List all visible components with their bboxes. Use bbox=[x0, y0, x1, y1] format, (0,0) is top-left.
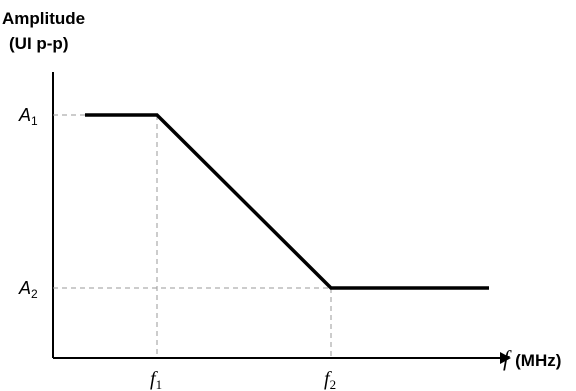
x-axis-title-symbol: f bbox=[503, 346, 512, 371]
y-tick-a1-sub: 1 bbox=[31, 114, 38, 128]
y-tick-label-a1: A1 bbox=[18, 105, 38, 128]
x-tick-label-f2: f2 bbox=[324, 368, 336, 391]
amplitude-trace bbox=[85, 113, 489, 290]
x-tick-f2-sub: 2 bbox=[330, 377, 337, 391]
y-axis-title-line1: Amplitude bbox=[2, 9, 85, 28]
x-axis-title: f (MHz) bbox=[503, 346, 561, 371]
y-tick-label-a2: A2 bbox=[18, 278, 38, 301]
y-tick-a1-base: A bbox=[18, 105, 31, 125]
x-tick-label-f1: f1 bbox=[150, 368, 162, 391]
x-tick-f2-base: f bbox=[324, 368, 332, 390]
x-tick-f1-sub: 1 bbox=[156, 377, 163, 391]
x-axis-arrow bbox=[500, 352, 511, 364]
y-axis-title-line2: (UI p-p) bbox=[9, 34, 68, 53]
y-tick-a2-base: A bbox=[18, 278, 31, 298]
x-axis-title-unit: (MHz) bbox=[515, 351, 561, 370]
x-tick-f1-base: f bbox=[150, 368, 158, 390]
y-tick-a2-sub: 2 bbox=[31, 287, 38, 301]
